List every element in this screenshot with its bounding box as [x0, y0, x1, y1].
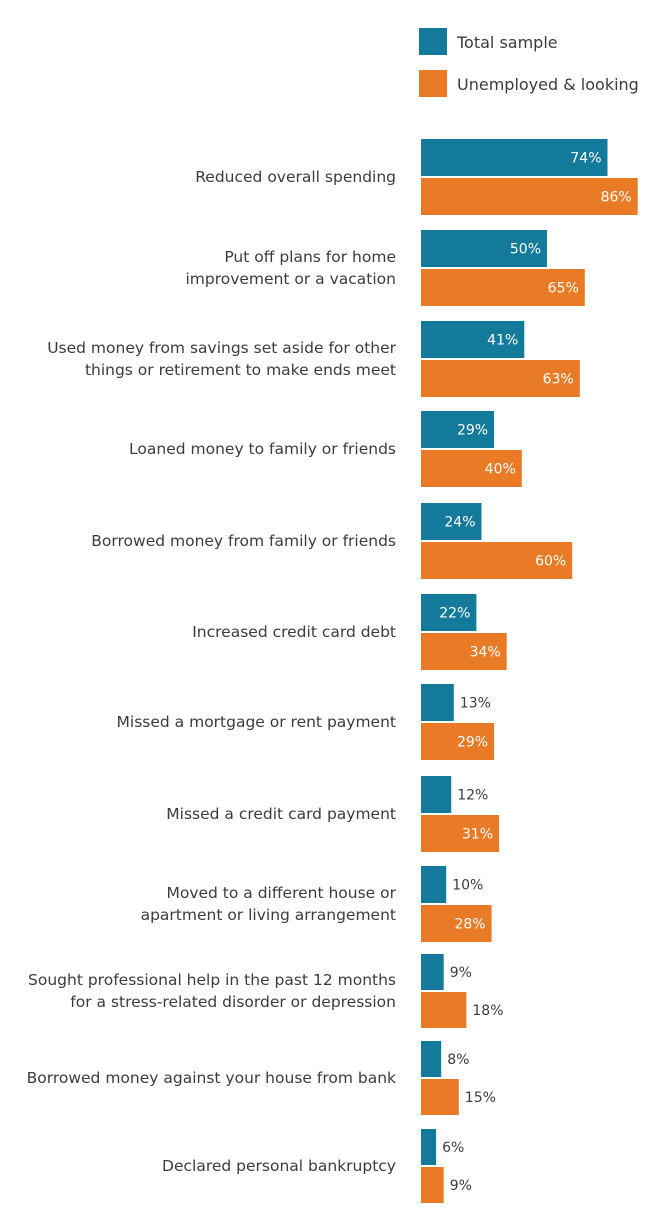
data-label: 41%	[487, 333, 518, 349]
legend: Total sample Unemployed & looking	[419, 28, 639, 97]
data-label: 6%	[442, 1140, 464, 1156]
category-label: Loaned money to family or friends	[129, 440, 396, 458]
data-label: 60%	[535, 554, 566, 570]
data-label: 74%	[570, 151, 601, 167]
data-label: 18%	[472, 1003, 503, 1019]
data-label: 40%	[485, 462, 516, 478]
category-label: Used money from savings set aside for ot…	[47, 339, 396, 357]
data-label: 29%	[457, 735, 488, 751]
bar-total	[421, 230, 547, 267]
data-label: 31%	[462, 827, 493, 843]
data-label: 9%	[450, 965, 472, 981]
data-label: 34%	[470, 645, 501, 661]
legend-label-total: Total sample	[456, 33, 558, 52]
plot-area: 74% 86% Reduced overall spending 50% 65% Put …	[27, 139, 638, 1203]
category-label: Missed a mortgage or rent payment	[117, 713, 396, 731]
bar-unemployed	[421, 992, 467, 1028]
bar-unemployed	[421, 815, 500, 852]
bar-total	[421, 954, 444, 990]
bar-unemployed	[421, 178, 638, 215]
bar-total	[421, 594, 477, 631]
data-label: 24%	[444, 515, 475, 531]
category-label: Borrowed money against your house from b…	[27, 1069, 396, 1087]
category-label: Put off plans for home	[224, 248, 396, 266]
category-label: for a stress-related disorder or depress…	[70, 993, 396, 1011]
bar-unemployed	[421, 633, 507, 670]
data-label: 9%	[450, 1178, 472, 1194]
bar-unemployed	[421, 450, 522, 487]
data-label: 8%	[447, 1052, 469, 1068]
bar-unemployed	[421, 542, 573, 579]
category-label: Borrowed money from family or friends	[91, 532, 396, 550]
bar-unemployed	[421, 1167, 444, 1203]
bar-unemployed	[421, 905, 492, 942]
bar-unemployed	[421, 269, 585, 306]
category-label: Declared personal bankruptcy	[162, 1157, 396, 1175]
bar-total	[421, 321, 525, 358]
data-label: 50%	[510, 242, 541, 258]
bar-total	[421, 866, 447, 903]
bar-unemployed	[421, 1079, 459, 1115]
bar-total	[421, 139, 608, 176]
category-label: things or retirement to make ends meet	[85, 361, 396, 379]
data-label: 10%	[452, 878, 483, 894]
category-label: Increased credit card debt	[192, 623, 396, 641]
data-label: 12%	[457, 788, 488, 804]
data-label: 28%	[454, 917, 485, 933]
data-label: 65%	[548, 281, 579, 297]
bar-unemployed	[421, 723, 495, 760]
bar-total	[421, 776, 452, 813]
data-label: 29%	[457, 423, 488, 439]
category-label: apartment or living arrangement	[141, 906, 396, 924]
legend-swatch-total	[419, 28, 447, 55]
data-label: 22%	[439, 606, 470, 622]
data-label: 13%	[460, 696, 491, 712]
category-label: Moved to a different house or	[166, 884, 396, 902]
bar-unemployed	[421, 360, 580, 397]
bar-total	[421, 1041, 442, 1077]
bar-total	[421, 684, 454, 721]
category-label: Reduced overall spending	[195, 168, 396, 186]
bar-total	[421, 503, 482, 540]
category-label: Missed a credit card payment	[166, 805, 396, 823]
data-label: 63%	[543, 372, 574, 388]
bar-total	[421, 1129, 437, 1165]
data-label: 86%	[601, 190, 632, 206]
category-label: Sought professional help in the past 12 …	[28, 971, 396, 989]
data-label: 15%	[465, 1090, 496, 1106]
legend-swatch-unemployed	[419, 70, 447, 97]
bar-total	[421, 411, 495, 448]
category-label: improvement or a vacation	[185, 270, 396, 288]
legend-label-unemployed: Unemployed & looking	[457, 75, 639, 94]
